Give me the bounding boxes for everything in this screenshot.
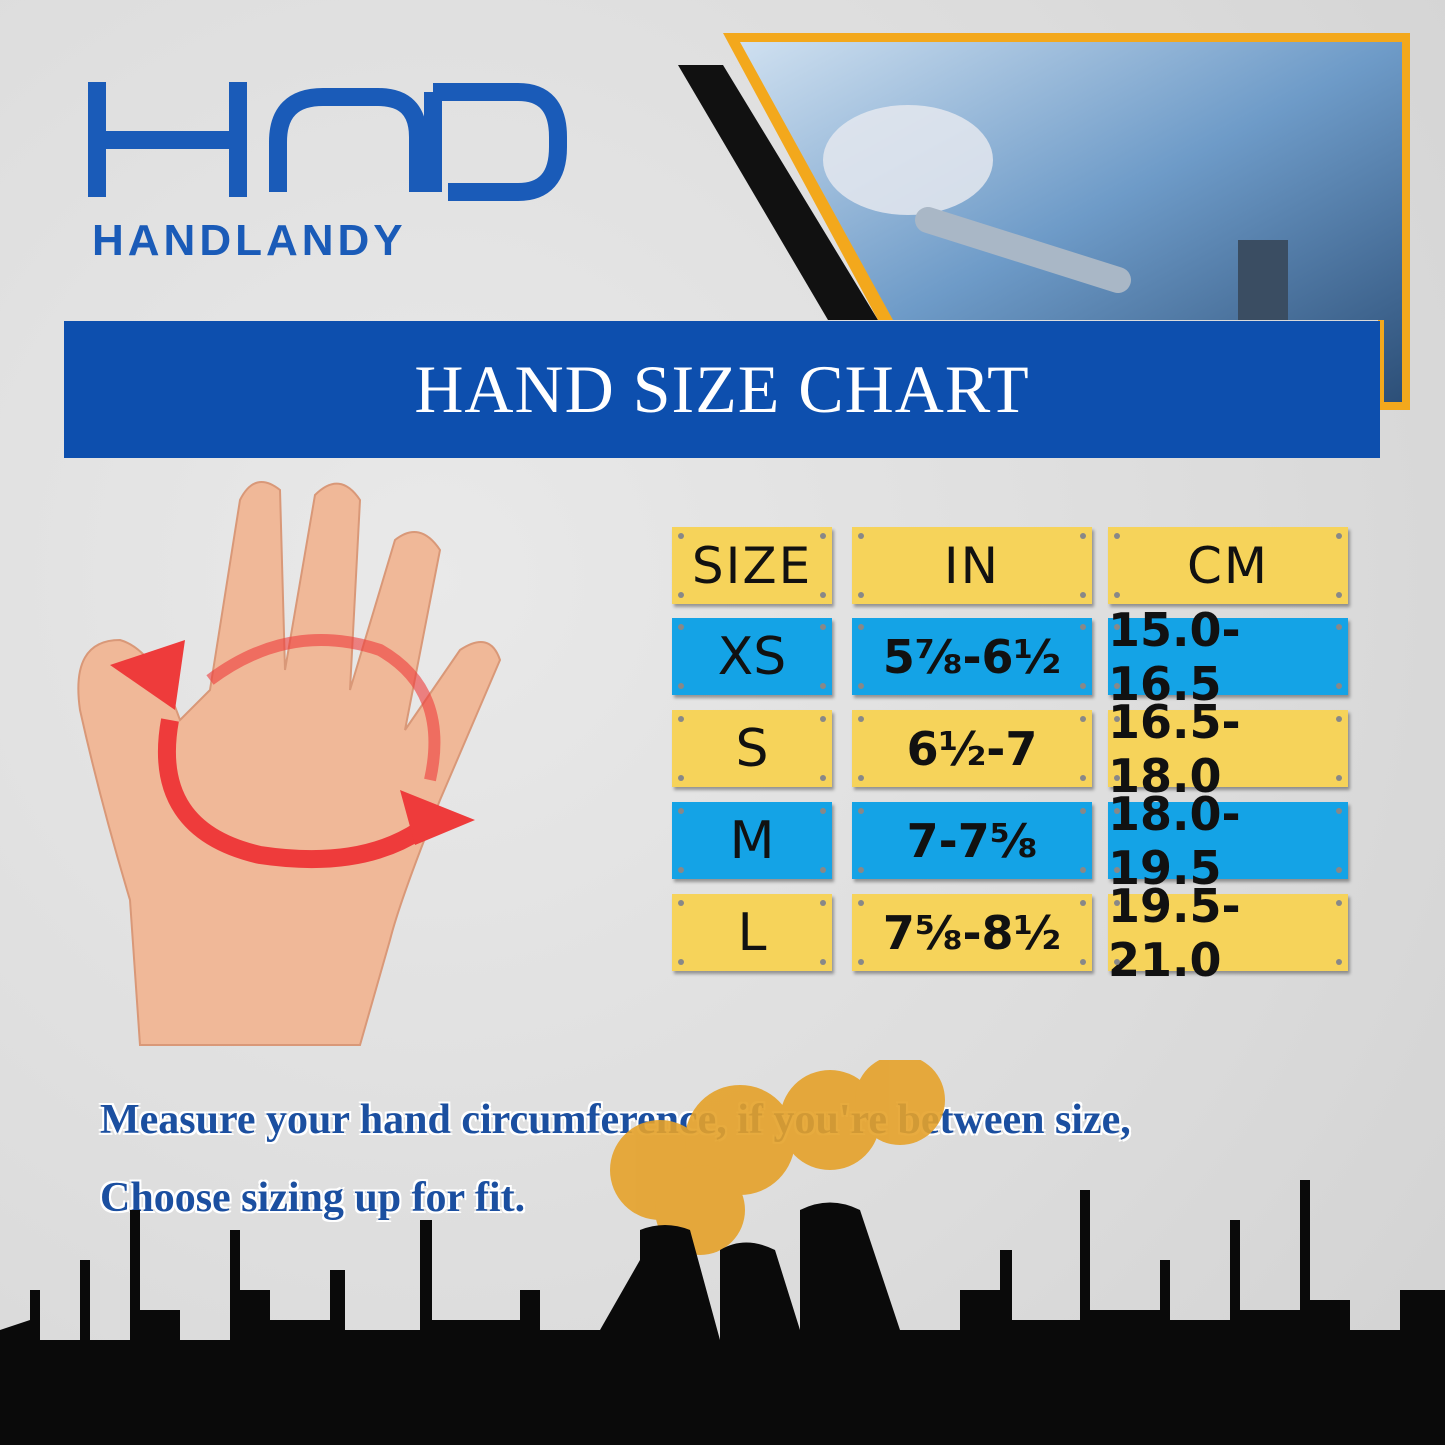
title-banner: HAND SIZE CHART xyxy=(64,321,1380,458)
note-line-1: Measure your hand circumference, if you'… xyxy=(100,1097,1131,1143)
table-header-in: IN xyxy=(852,527,1092,604)
table-header-cm: CM xyxy=(1108,527,1348,604)
table-cell-cm: 15.0-16.5 xyxy=(1108,603,1348,711)
hand-measure-illustration xyxy=(77,481,502,1046)
brand-name: HANDLANDY xyxy=(92,216,407,265)
table-cell-size: M xyxy=(672,802,832,879)
circular-arrow-icon xyxy=(157,718,425,869)
brand-logo xyxy=(88,82,567,201)
page-title: HAND SIZE CHART xyxy=(414,351,1030,427)
table-cell-in: 7-7⅝ xyxy=(852,802,1092,879)
note-line-2: Choose sizing up for fit. xyxy=(100,1175,526,1221)
table-header-size: SIZE xyxy=(672,527,832,604)
table-cell-size: XS xyxy=(672,618,832,695)
table-cell-in: 7⅝-8½ xyxy=(852,894,1092,971)
table-cell-cm: 18.0-19.5 xyxy=(1108,787,1348,895)
factory-skyline xyxy=(0,1060,1445,1445)
table-cell-size: S xyxy=(672,710,832,787)
table-cell-size: L xyxy=(672,894,832,971)
worker-photo xyxy=(678,33,1410,410)
table-cell-in: 5⅞-6½ xyxy=(852,618,1092,695)
table-cell-cm: 19.5-21.0 xyxy=(1108,879,1348,987)
table-cell-cm: 16.5-18.0 xyxy=(1108,695,1348,803)
table-cell-in: 6½-7 xyxy=(852,710,1092,787)
